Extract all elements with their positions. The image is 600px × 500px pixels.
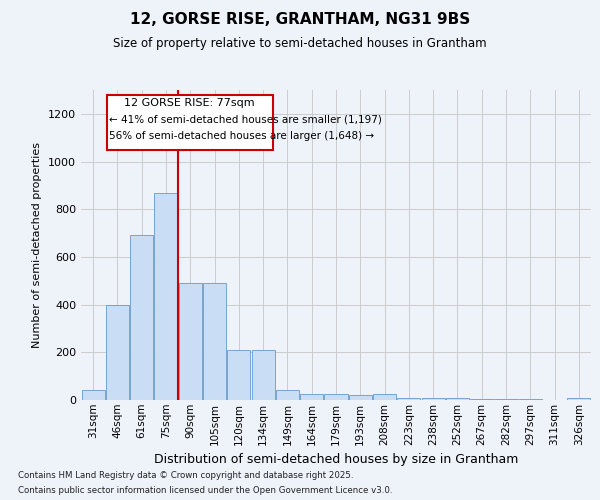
Bar [568,398,590,400]
Bar [203,283,226,400]
Text: 56% of semi-detached houses are larger (1,648) →: 56% of semi-detached houses are larger (… [109,132,374,141]
Bar [179,283,202,400]
Bar [227,350,250,400]
Bar [422,398,445,400]
Bar [130,236,153,400]
Text: 12 GORSE RISE: 77sqm: 12 GORSE RISE: 77sqm [124,98,255,108]
Bar [251,350,275,400]
Text: Contains public sector information licensed under the Open Government Licence v3: Contains public sector information licen… [18,486,392,495]
Bar [446,398,469,400]
Text: 12, GORSE RISE, GRANTHAM, NG31 9BS: 12, GORSE RISE, GRANTHAM, NG31 9BS [130,12,470,28]
Text: Contains HM Land Registry data © Crown copyright and database right 2025.: Contains HM Land Registry data © Crown c… [18,471,353,480]
Bar [154,192,178,400]
Bar [397,398,421,400]
Bar [349,395,372,400]
Bar [300,394,323,400]
Text: ← 41% of semi-detached houses are smaller (1,197): ← 41% of semi-detached houses are smalle… [109,115,382,125]
FancyBboxPatch shape [107,95,273,150]
Text: Size of property relative to semi-detached houses in Grantham: Size of property relative to semi-detach… [113,38,487,51]
Bar [373,394,396,400]
Bar [470,399,493,400]
Bar [82,390,104,400]
X-axis label: Distribution of semi-detached houses by size in Grantham: Distribution of semi-detached houses by … [154,453,518,466]
Bar [276,390,299,400]
Bar [325,394,347,400]
Bar [106,304,129,400]
Y-axis label: Number of semi-detached properties: Number of semi-detached properties [32,142,43,348]
